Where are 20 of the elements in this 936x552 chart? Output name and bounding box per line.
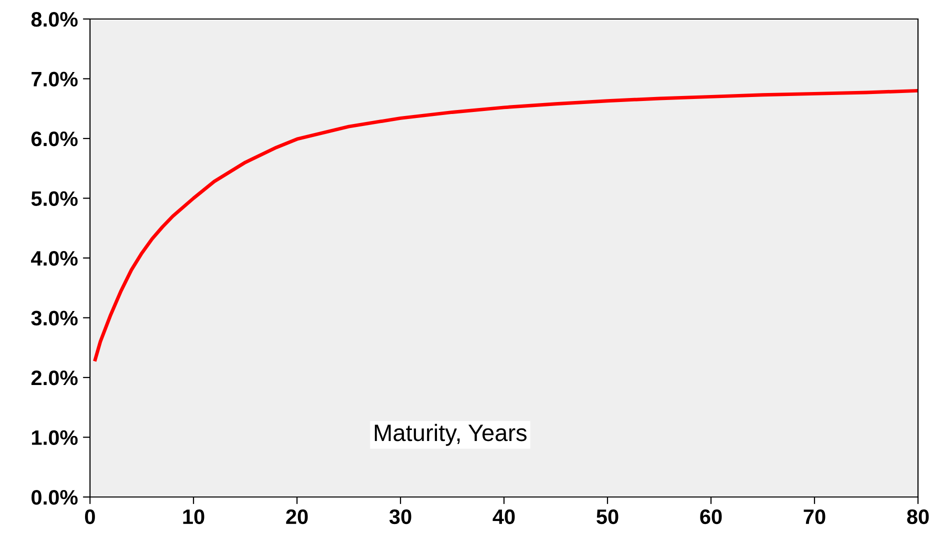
y-tick-label: 1.0% xyxy=(32,430,78,446)
x-tick-label: 50 xyxy=(596,509,618,524)
y-tick-label: 7.0% xyxy=(32,72,78,87)
y-tick-label: 8.0% xyxy=(31,12,78,27)
y-tick-label: 4.0% xyxy=(31,251,78,266)
x-axis-title: Maturity, Years xyxy=(374,424,527,446)
y-tick-label: 5.0% xyxy=(31,191,78,206)
x-tick-label: 70 xyxy=(804,509,826,524)
x-tick-label: 30 xyxy=(389,509,412,524)
x-tick-label: 60 xyxy=(700,509,722,524)
x-tick-label: 20 xyxy=(286,509,308,524)
y-tick-label: 2.0% xyxy=(31,370,78,386)
y-tick-label: 3.0% xyxy=(31,310,78,326)
x-tick-label: 10 xyxy=(183,509,204,524)
x-tick-label: 80 xyxy=(907,509,929,524)
y-tick-label: 6.0% xyxy=(31,132,78,146)
x-tick-label: 40 xyxy=(492,509,515,524)
line-series xyxy=(93,88,918,362)
y-tick-label: 0.0% xyxy=(32,490,78,505)
x-tick-label: 0 xyxy=(85,509,95,524)
